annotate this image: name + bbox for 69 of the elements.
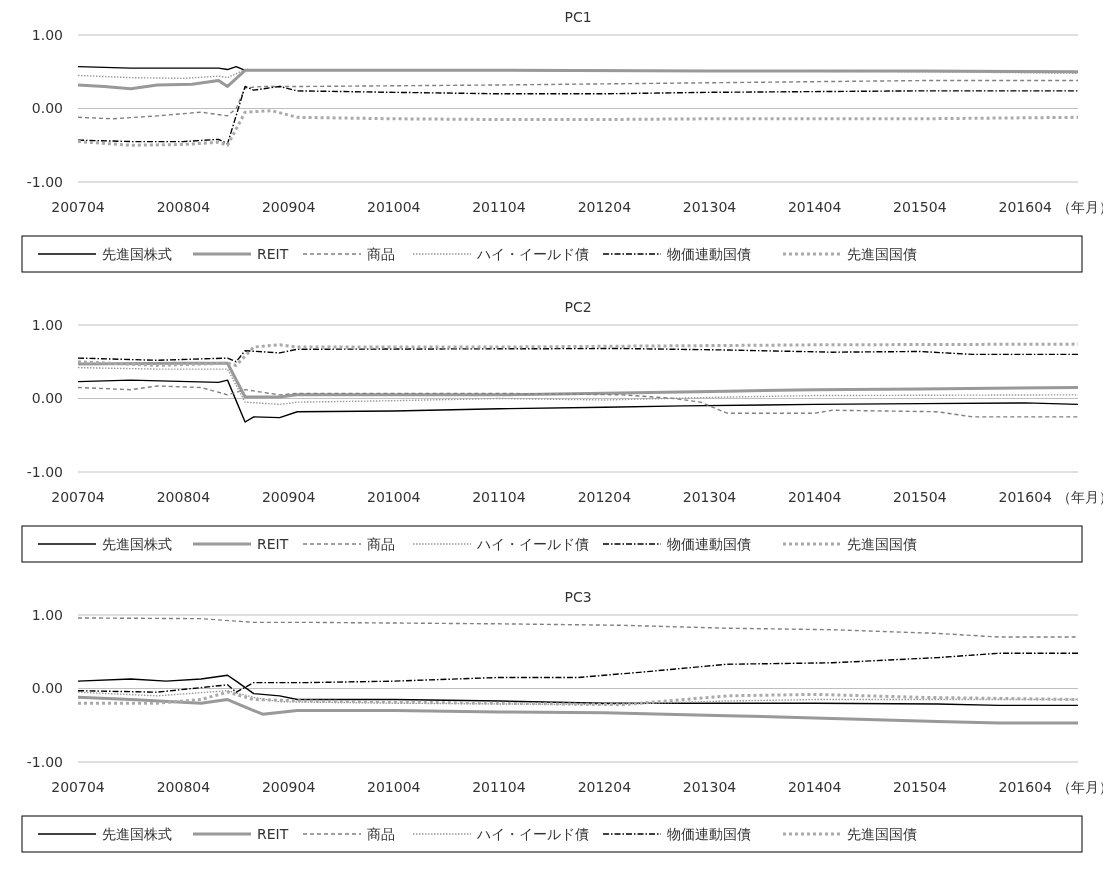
x-tick-label: 201204 — [577, 199, 632, 215]
y-tick-label: 0.00 — [31, 680, 63, 697]
y-tick-label: -1.00 — [26, 173, 63, 190]
x-tick-label: 201204 — [577, 489, 632, 505]
legend-label: 商品 — [367, 825, 395, 842]
x-tick-label: 201604 — [998, 489, 1053, 505]
legend-label: 先進国国債 — [847, 535, 917, 552]
legend-label: 商品 — [367, 535, 395, 552]
legend-label: ハイ・イールド債 — [476, 825, 589, 842]
legend-label: 先進国株式 — [102, 825, 172, 842]
x-tick-label: 200904 — [261, 199, 316, 215]
x-tick-label: 200704 — [51, 489, 105, 505]
legend-label: 商品 — [367, 245, 395, 262]
line-series — [77, 385, 1079, 418]
line-series — [77, 366, 1079, 406]
x-tick-label: 200704 — [51, 779, 105, 795]
x-tick-label: 200904 — [261, 779, 316, 795]
x-tick-label: 201404 — [787, 489, 842, 505]
x-tick-label: 201304 — [682, 199, 737, 215]
line-series — [77, 85, 1079, 145]
legend-label: 先進国株式 — [102, 535, 172, 552]
legend-label: 先進国株式 — [102, 245, 172, 262]
legend-label: 物価連動国債 — [667, 535, 751, 552]
line-series — [76, 109, 1080, 147]
line-series — [77, 379, 1079, 423]
y-tick-label: 1.00 — [31, 316, 63, 333]
chart-title: PC1 — [564, 9, 592, 25]
x-tick-label: 201504 — [893, 199, 947, 215]
x-tick-label: 201504 — [893, 489, 947, 505]
line-series — [77, 617, 1079, 638]
x-tick-label: 200704 — [51, 199, 105, 215]
line-series — [76, 695, 1080, 725]
legend-label: 物価連動国債 — [667, 825, 751, 842]
line-series — [77, 79, 1079, 120]
x-tick-label: 201004 — [367, 779, 421, 795]
x-tick-label: 201204 — [577, 779, 632, 795]
legend-label: ハイ・イールド債 — [476, 245, 589, 262]
legend-label: 物価連動国債 — [667, 245, 751, 262]
x-tick-label: 201604 — [998, 779, 1053, 795]
x-tick-label: 200804 — [156, 489, 211, 505]
x-tick-label: 201104 — [472, 779, 526, 795]
y-tick-label: 0.00 — [31, 100, 63, 117]
x-tick-label: 200804 — [156, 779, 211, 795]
y-tick-label: -1.00 — [26, 463, 63, 480]
x-tick-label: 201304 — [682, 489, 737, 505]
chart-title: PC3 — [564, 589, 592, 605]
y-tick-label: -1.00 — [26, 753, 63, 770]
legend-label: REIT — [257, 245, 289, 262]
legend-label: REIT — [257, 535, 289, 552]
chart-title: PC2 — [564, 299, 592, 315]
y-tick-label: 0.00 — [31, 390, 63, 407]
legend-label: ハイ・イールド債 — [476, 535, 589, 552]
legend-label: REIT — [257, 825, 289, 842]
x-tick-label: 201104 — [472, 199, 526, 215]
x-tick-label: 201404 — [787, 779, 842, 795]
y-tick-label: 1.00 — [31, 606, 63, 623]
legend-label: 先進国国債 — [847, 825, 917, 842]
legend-label: 先進国国債 — [847, 245, 917, 262]
line-series — [77, 347, 1079, 363]
x-tick-label: 200804 — [156, 199, 211, 215]
x-tick-label: 201304 — [682, 779, 737, 795]
x-tick-label: 201504 — [893, 779, 947, 795]
x-tick-label: 201004 — [367, 489, 421, 505]
x-tick-label: 200904 — [261, 489, 316, 505]
y-tick-label: 1.00 — [31, 26, 63, 43]
x-tick-label: 201404 — [787, 199, 842, 215]
x-tick-label: 201604 — [998, 199, 1053, 215]
x-tick-label: 201004 — [367, 199, 421, 215]
x-tick-label: 201104 — [472, 489, 526, 505]
